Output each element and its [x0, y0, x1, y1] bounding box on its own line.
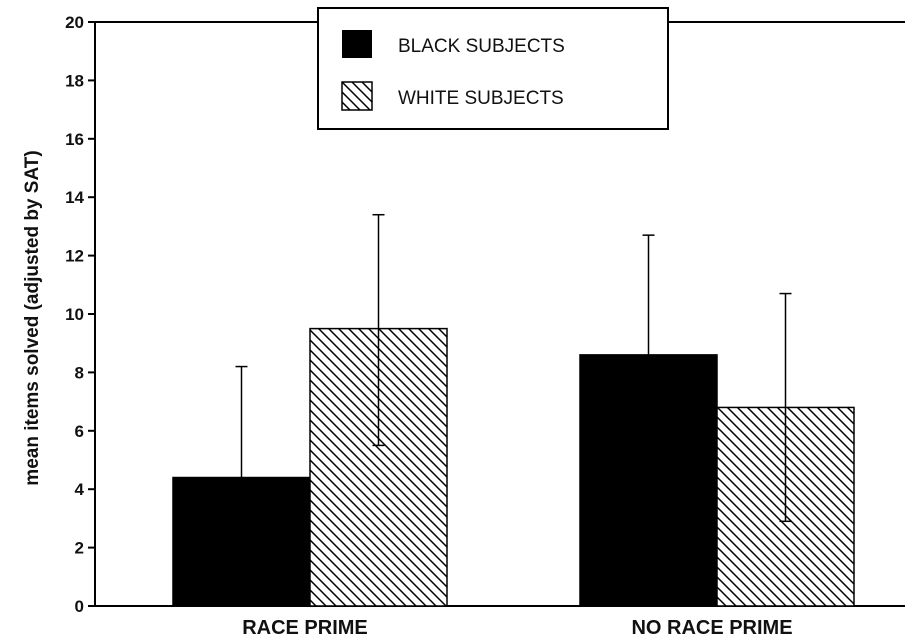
- bar-no-race-prime-black: [579, 354, 718, 607]
- y-tick-label-12: 12: [65, 247, 84, 266]
- legend-box: [317, 7, 669, 130]
- y-tick-label-16: 16: [65, 130, 84, 149]
- legend-swatch-black: [342, 30, 372, 58]
- category-label-no-race-prime: NO RACE PRIME: [631, 617, 792, 639]
- bar-race-prime-black: [172, 476, 311, 607]
- y-tick-label-10: 10: [65, 305, 84, 324]
- error-bars: [235, 213, 792, 523]
- y-tick-label-0: 0: [75, 597, 84, 616]
- y-tick-label-18: 18: [65, 71, 84, 90]
- category-label-race-prime: RACE PRIME: [242, 617, 368, 639]
- bars: [172, 327, 855, 607]
- y-axis-label: mean items solved (adjusted by SAT): [22, 150, 43, 485]
- y-tick-label-4: 4: [75, 480, 85, 499]
- legend-swatch-white: [341, 81, 373, 111]
- y-tick-label-6: 6: [75, 422, 84, 441]
- y-tick-label-14: 14: [65, 188, 84, 207]
- y-tick-label-2: 2: [75, 539, 84, 558]
- y-tick-label-8: 8: [75, 363, 84, 382]
- y-ticks: 0 2 4 6 8 10 12 14 16 18 20: [65, 13, 95, 616]
- y-tick-label-20: 20: [65, 13, 84, 32]
- legend-label-white: WHITE SUBJECTS: [398, 88, 564, 109]
- legend-label-black: BLACK SUBJECTS: [398, 36, 565, 57]
- legend: BLACK SUBJECTS WHITE SUBJECTS: [317, 7, 669, 130]
- category-labels: RACE PRIME NO RACE PRIME: [242, 617, 792, 639]
